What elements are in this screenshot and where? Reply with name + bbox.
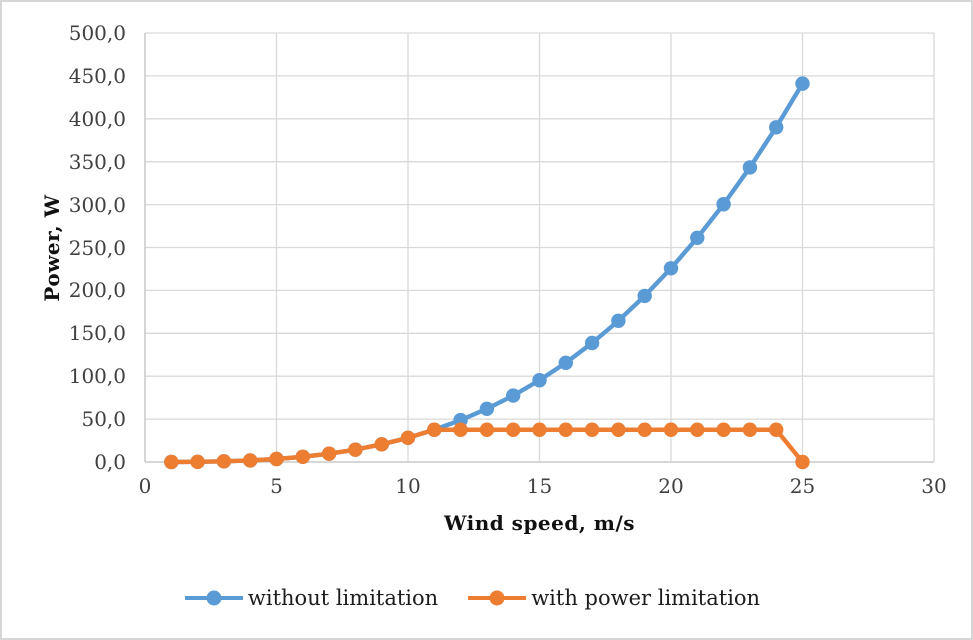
x-tick-label: 5: [270, 474, 283, 498]
data-point-marker: [269, 451, 284, 467]
data-point-marker: [795, 76, 810, 91]
legend-item: without limitation: [184, 586, 439, 610]
data-point-marker: [637, 288, 652, 304]
data-point-marker: [663, 422, 679, 437]
data-point-marker: [348, 442, 363, 457]
y-tick-label: 250,0: [68, 235, 126, 260]
data-point-marker: [321, 446, 337, 461]
chart-canvas: [144, 32, 935, 470]
y-tick-label: 0,0: [94, 450, 126, 474]
data-point-marker: [506, 422, 521, 437]
data-point-marker: [558, 355, 573, 371]
data-point-marker: [400, 430, 416, 446]
data-point-marker: [532, 422, 547, 437]
x-tick-label: 0: [138, 474, 152, 498]
data-point-marker: [374, 437, 389, 452]
data-point-marker: [637, 422, 652, 437]
y-tick-label: 100,0: [68, 364, 126, 389]
data-point-marker: [216, 454, 232, 469]
y-tick-label: 300,0: [68, 192, 126, 217]
data-point-marker: [611, 422, 626, 437]
data-point-marker: [479, 422, 495, 437]
data-point-marker: [453, 422, 468, 437]
data-point-marker: [427, 422, 442, 437]
data-point-marker: [742, 160, 758, 175]
y-tick-label: 450,0: [68, 63, 126, 88]
y-tick-label: 150,0: [68, 321, 126, 346]
x-tick-label: 20: [658, 474, 684, 498]
y-tick-label: 400,0: [68, 106, 126, 131]
legend-marker-icon: [184, 590, 243, 606]
y-tick-label: 500,0: [68, 21, 126, 45]
legend-label: without limitation: [247, 586, 439, 610]
data-point-marker: [690, 422, 705, 437]
x-axis-title: Wind speed, m/s: [443, 511, 636, 535]
x-tick-label: 15: [526, 474, 553, 498]
plot-area: [144, 32, 935, 470]
data-point-marker: [479, 401, 495, 417]
x-tick-label: 10: [395, 474, 421, 498]
data-point-marker: [584, 422, 600, 437]
data-point-marker: [190, 454, 205, 470]
data-point-marker: [716, 422, 731, 437]
legend-dot-icon: [489, 590, 505, 606]
legend-marker-icon: [468, 590, 527, 606]
data-point-marker: [742, 422, 758, 437]
x-tick-label: 25: [789, 474, 816, 498]
data-point-marker: [795, 454, 810, 470]
data-point-marker: [663, 261, 679, 276]
data-point-marker: [769, 422, 784, 437]
data-point-marker: [690, 230, 705, 246]
data-point-marker: [584, 335, 600, 351]
data-point-marker: [506, 388, 521, 403]
y-tick-label: 350,0: [68, 149, 126, 174]
data-point-marker: [769, 120, 784, 135]
y-tick-label: 200,0: [68, 278, 126, 303]
data-point-marker: [532, 373, 547, 388]
data-point-marker: [558, 422, 573, 437]
legend-dot-icon: [206, 590, 222, 606]
data-point-marker: [716, 197, 731, 212]
chart-legend: without limitation with power limitation: [2, 586, 957, 610]
data-point-marker: [164, 454, 179, 470]
x-tick-label: 30: [921, 474, 947, 498]
legend-label: with power limitation: [531, 586, 761, 610]
data-point-marker: [611, 313, 626, 328]
y-tick-label: 50,0: [81, 407, 126, 432]
legend-item: with power limitation: [468, 586, 760, 610]
data-point-marker: [295, 449, 310, 464]
data-point-marker: [243, 453, 258, 468]
